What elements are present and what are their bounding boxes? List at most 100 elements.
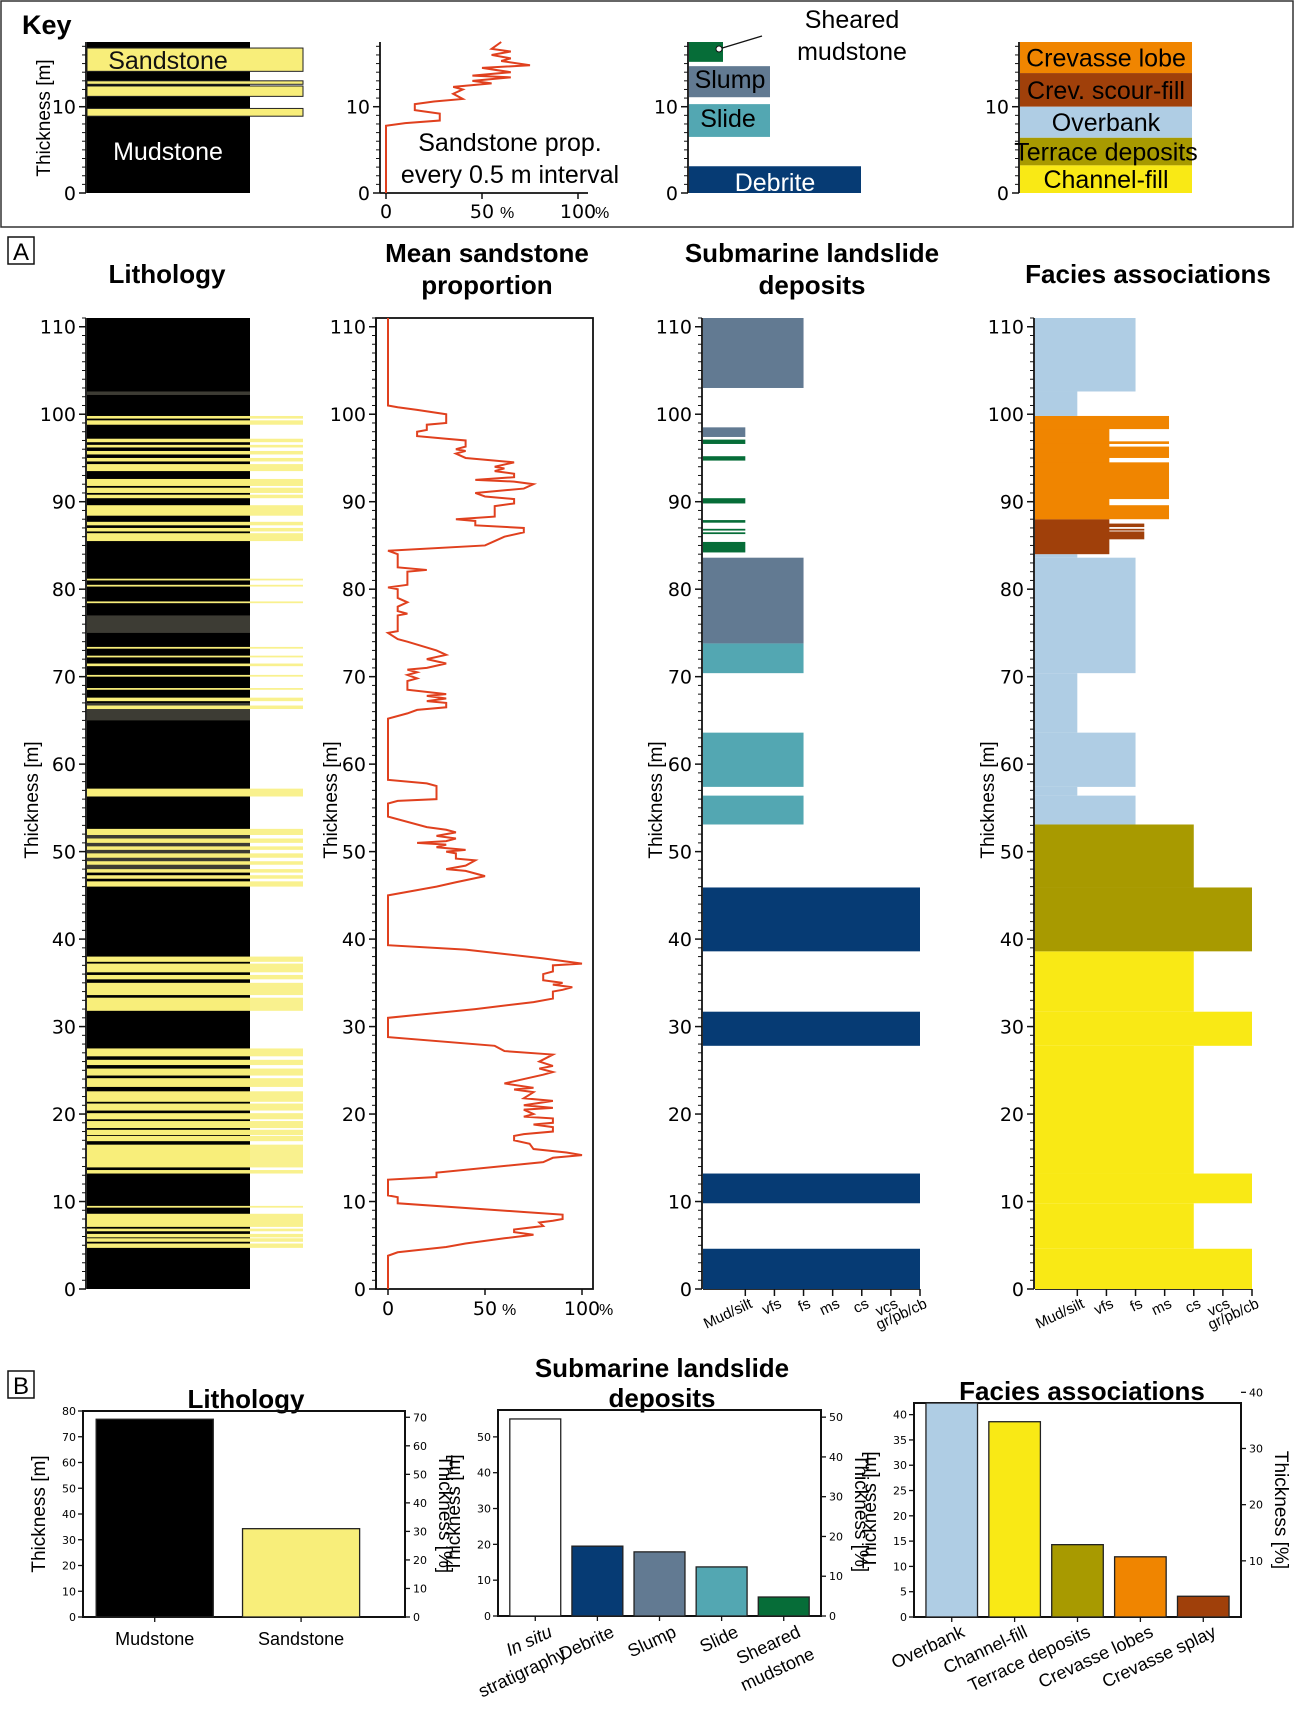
prop-axis-tick-label: 60: [342, 754, 366, 776]
lith-sandstone-bed-tail: [250, 1205, 303, 1208]
b-fa-y2tick-label: 40: [1249, 1386, 1263, 1399]
fa-interval-overbank: [1035, 554, 1078, 558]
lith-sandstone-bed-tail: [250, 1103, 303, 1111]
ls-interval-sheared-mudstone: [703, 439, 746, 444]
ls-axis-tick-label: 110: [656, 317, 692, 339]
ls-interval-sheared-mudstone: [703, 532, 746, 535]
b-fa-ytick-label: 25: [893, 1485, 907, 1498]
lith-sandstone-bed: [87, 655, 250, 658]
fa-axis-tick-label: 30: [1000, 1017, 1024, 1039]
key-sandstone-bed: [86, 80, 304, 85]
b-lith-y2tick-label: 50: [413, 1468, 427, 1481]
ls-axis-tick-label: 30: [668, 1017, 692, 1039]
fa-xtick-label: ms: [1149, 1295, 1174, 1319]
b-ls-bar: [509, 1418, 562, 1617]
b-fa-bar: [1176, 1595, 1230, 1618]
key-prop-pct: %: [500, 205, 514, 222]
lith-axis-tick-label: 40: [52, 929, 76, 951]
lith-sandstone-bed-tail: [250, 1048, 303, 1057]
fa-axis-tick-label: 0: [1012, 1279, 1024, 1301]
key-fa-axis-tick-label: 0: [997, 183, 1009, 205]
b-lith-ytick-label: 70: [62, 1431, 76, 1444]
panel-a-label-box: [7, 236, 35, 265]
lith-mixed-bed: [87, 391, 250, 395]
ls-axis-tick-label: 50: [668, 842, 692, 864]
fa-xtick-label: Mud/silt: [1033, 1295, 1088, 1333]
key-sheared-label-1: Sheared: [805, 6, 900, 34]
lith-ylabel: Thickness [m]: [22, 741, 43, 858]
b-ls-bar: [571, 1545, 624, 1617]
lith-sandstone-bed-tail: [250, 853, 303, 858]
lith-sandstone-bed: [87, 584, 250, 587]
lith-sandstone-bed: [87, 1078, 250, 1087]
fa-axis-tick-label: 70: [1000, 667, 1024, 689]
prop-axis-tick-label: 30: [342, 1017, 366, 1039]
lith-sandstone-bed: [87, 838, 250, 843]
lith-sandstone-bed-tail: [250, 601, 303, 604]
fa-interval-overbank: [1035, 318, 1136, 392]
lith-sandstone-bed: [87, 963, 250, 973]
b-fa-ytick-label: 10: [893, 1560, 907, 1573]
ls-interval-debrite: [703, 1248, 920, 1289]
lith-sandstone-bed-tail: [250, 438, 303, 443]
lith-sandstone-bed-tail: [250, 705, 303, 710]
b-fa-ytick-label: 30: [893, 1459, 907, 1472]
panel-b-label: B: [13, 1373, 29, 1400]
b-ls-ytick-label: 30: [477, 1503, 491, 1516]
key-prop-xtick-label: 100: [560, 201, 596, 223]
fa-interval-crevasse-lobe: [1035, 505, 1170, 520]
lith-sandstone-bed-tail: [250, 1121, 303, 1129]
fa-interval-terrace-deposits: [1035, 887, 1252, 952]
b-ls-ylabel: Thickness [m]: [444, 1454, 465, 1571]
lith-mudstone-column: [87, 318, 250, 1289]
b-fa-ytick-label: 15: [893, 1535, 907, 1548]
ls-interval-slump: [703, 427, 746, 437]
fa-axis-tick-label: 110: [988, 317, 1024, 339]
lith-axis-tick-label: 70: [52, 667, 76, 689]
key-debrite-block: [689, 166, 861, 193]
b-lith-ytick-label: 10: [62, 1585, 76, 1598]
lith-sandstone-bed-tail: [250, 838, 303, 843]
lith-sandstone-bed: [87, 1213, 250, 1227]
lith-sandstone-bed-tail: [250, 1078, 303, 1087]
b-ls-ytick-label: 0: [484, 1610, 491, 1623]
fa-interval-overbank: [1035, 795, 1136, 825]
b-lith-y2tick-label: 0: [413, 1611, 420, 1624]
lith-sandstone-bed: [87, 1228, 250, 1232]
b-lith-ytick-label: 40: [62, 1508, 76, 1521]
prop-axis-tick-label: 40: [342, 929, 366, 951]
key-sheared-label-2: mudstone: [797, 38, 907, 66]
ls-interval-sheared-mudstone: [703, 456, 746, 461]
b-fa-y2tick-label: 30: [1249, 1442, 1263, 1455]
lith-sandstone-bed: [87, 1238, 250, 1242]
lith-sandstone-bed-tail: [250, 1238, 303, 1242]
b-fa-bar: [1113, 1556, 1167, 1618]
prop-pct: %: [599, 1302, 613, 1319]
key-prop-label-2: every 0.5 m interval: [401, 161, 619, 189]
b-ls-bar: [633, 1551, 686, 1617]
lith-sandstone-bed: [87, 688, 250, 690]
b-ls-y2tick-label: 0: [829, 1610, 836, 1623]
lith-axis-tick-label: 30: [52, 1017, 76, 1039]
fa-xtick-label: vfs: [1092, 1295, 1117, 1319]
b-ls-y2tick-label: 50: [829, 1411, 843, 1424]
key-slide-label: Slide: [700, 105, 756, 133]
lith-sandstone-bed: [87, 1103, 250, 1111]
lith-sandstone-bed-tail: [250, 1213, 303, 1227]
fa-axis-tick-label: 90: [1000, 492, 1024, 514]
lith-sandstone-bed: [87, 1144, 250, 1168]
b-ls-title-1: Submarine landslide: [535, 1353, 789, 1383]
lith-sandstone-bed: [87, 997, 250, 1011]
fa-interval-terrace-deposits: [1035, 824, 1194, 888]
lith-sandstone-bed-tail: [250, 1113, 303, 1120]
lith-sandstone-bed-tail: [250, 875, 303, 879]
b-ls-ytick-label: 50: [477, 1431, 491, 1444]
ls-axis-tick-label: 40: [668, 929, 692, 951]
ls-xtick-label: Mud/silt: [701, 1295, 756, 1333]
b-ls-ytick-label: 20: [477, 1538, 491, 1551]
fa-interval-crevasse-lobe: [1035, 446, 1170, 458]
ls-xtick-label: fs: [795, 1295, 813, 1315]
prop-axis-tick-label: 70: [342, 667, 366, 689]
b-fa-bar: [988, 1421, 1042, 1618]
key-lith-axis-tick-label: 0: [64, 183, 76, 205]
